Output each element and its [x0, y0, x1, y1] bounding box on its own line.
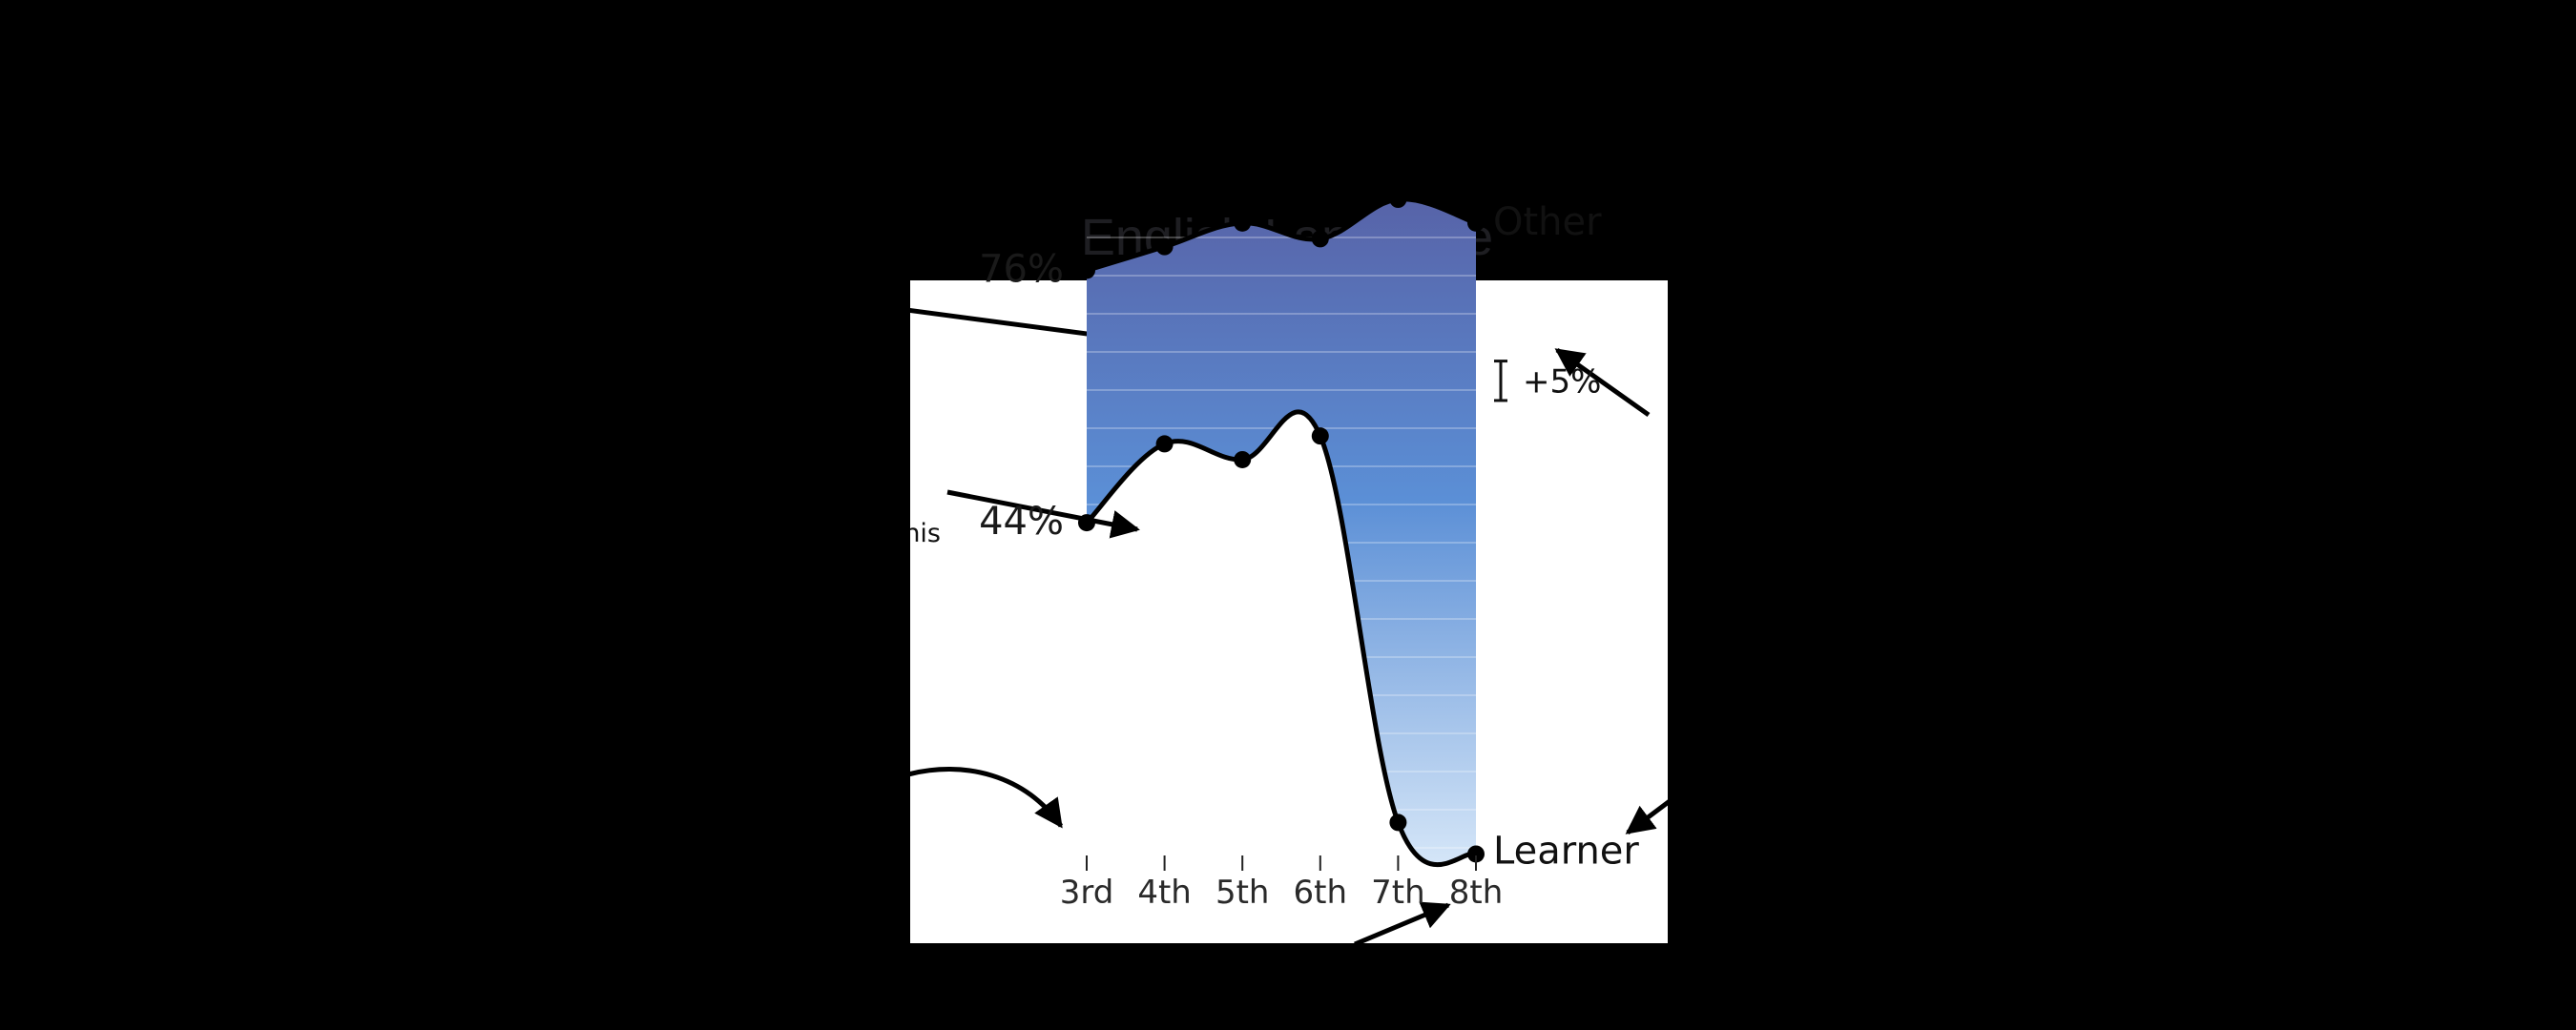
x-tick-label-3rd: 3rd — [1060, 874, 1114, 912]
annotation-arrow-curve — [910, 767, 1064, 829]
x-tick-label-8th: 8th — [1449, 874, 1504, 912]
point-learner-7th — [1389, 814, 1407, 832]
point-learner-4th — [1155, 435, 1174, 453]
series-label-learner: Learner — [1493, 829, 1639, 873]
annotation-arrow-right-bottom — [1625, 799, 1668, 834]
annotation-text-fragment: his — [904, 519, 941, 548]
x-tick-label-4th: 4th — [1137, 874, 1192, 912]
annotation-arrow-bottom — [1354, 901, 1451, 943]
point-other-8th — [1467, 214, 1485, 232]
annotation-arrow-learner — [946, 489, 1140, 539]
point-other-6th — [1311, 230, 1329, 248]
gap-area — [1087, 198, 1476, 865]
start-label-other: 76% — [979, 247, 1064, 291]
point-other-4th — [1155, 237, 1174, 256]
x-tick-label-6th: 6th — [1294, 874, 1348, 912]
plot-area: 3rd 4th 5th 6th 7th 8th 76% 44% Other Learner +5% — [979, 191, 1639, 912]
annotation-layer: his — [904, 308, 1668, 943]
point-learner-5th — [1234, 450, 1252, 468]
annotation-arrow-right-top — [1554, 347, 1651, 418]
series-label-other: Other — [1493, 200, 1602, 244]
start-label-learner: 44% — [979, 500, 1064, 544]
point-other-5th — [1234, 214, 1252, 232]
x-tick-label-7th: 7th — [1371, 874, 1425, 912]
point-learner-6th — [1311, 427, 1329, 445]
point-other-7th — [1389, 191, 1407, 209]
point-other-3rd — [1078, 261, 1095, 279]
point-learner-8th — [1467, 845, 1485, 863]
x-tick-label-5th: 5th — [1215, 874, 1270, 912]
point-learner-3rd — [1078, 514, 1095, 532]
scale-label: +5% — [1523, 362, 1601, 401]
